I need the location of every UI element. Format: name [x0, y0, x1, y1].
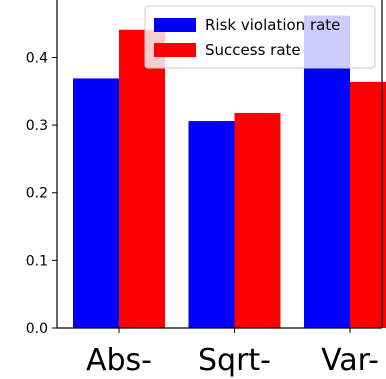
legend-label: Risk violation rate	[205, 16, 340, 34]
legend-label: Success rate	[205, 41, 301, 59]
x-tick-label: Sqrt-	[198, 343, 271, 378]
x-tick-label: Abs-	[86, 343, 152, 378]
bar-success-3	[350, 81, 386, 328]
legend-box	[144, 5, 376, 69]
legend: Risk violation rate Success rate	[144, 5, 376, 69]
bar-success-2	[234, 112, 281, 328]
bars-group	[73, 15, 386, 329]
x-tick-label: Var-	[321, 343, 379, 378]
axes-group: Abs- Sqrt- Var- 0.0 0.1 0.2 0.3 0.4	[26, 0, 383, 378]
legend-swatch	[154, 18, 196, 32]
bar-success-1	[119, 29, 165, 328]
y-tick-label: 0.3	[26, 118, 48, 134]
y-tick-label: 0.2	[26, 186, 48, 202]
bar-risk-2	[188, 121, 235, 329]
y-tick-label: 0.4	[26, 50, 48, 66]
legend-swatch	[154, 43, 196, 57]
bar-risk-1	[73, 78, 119, 328]
y-tick-label: 0.1	[26, 253, 48, 269]
y-tick-label: 0.0	[26, 321, 48, 337]
